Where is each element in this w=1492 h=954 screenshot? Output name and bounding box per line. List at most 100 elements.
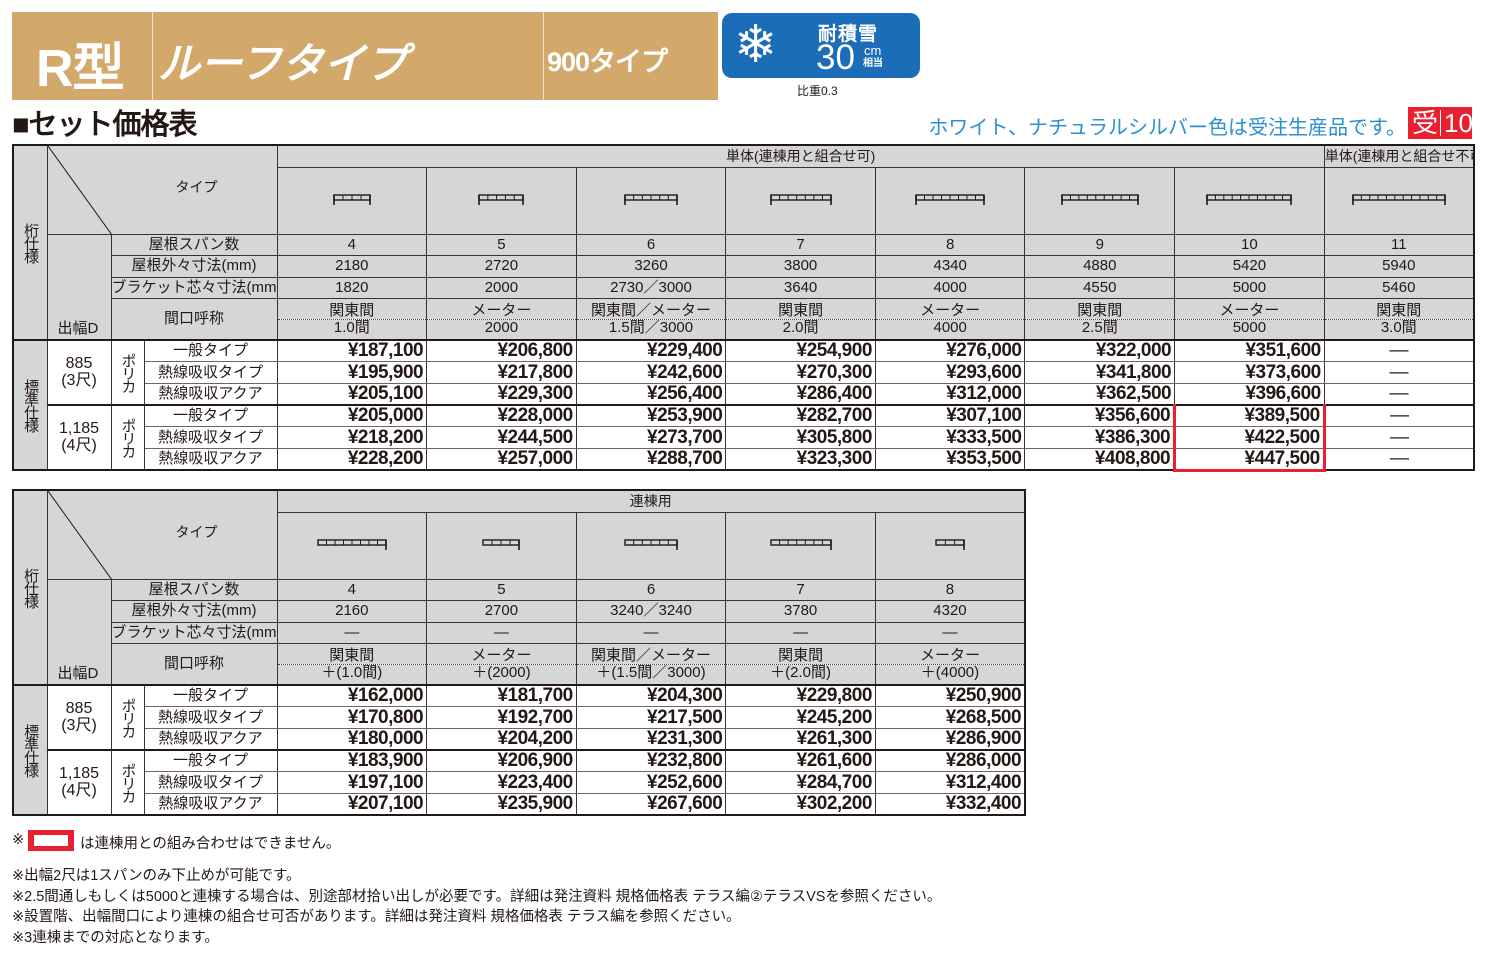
price-cell: — — [1323, 339, 1475, 363]
roof-diagram — [874, 511, 1026, 580]
bracket-label: ブラケット芯々寸法(mm) — [110, 276, 278, 299]
price-cell: — — [1323, 404, 1475, 428]
roof-diagram — [426, 511, 577, 580]
header-row: 桁仕様 タイプ 単体(連棟用と組合せ可) 単体(連棟用と組合せ不可) — [12, 144, 1475, 341]
price-cell: ¥256,400 — [575, 382, 727, 406]
price-cell: ¥218,200 — [276, 426, 428, 449]
price-cell-restricted: ¥422,500 — [1173, 426, 1326, 449]
snow-unit-sub: 相当 — [863, 58, 883, 69]
price-cell: ¥261,300 — [725, 727, 876, 751]
roof-diagram — [725, 511, 876, 580]
price-cell: ¥373,600 — [1174, 361, 1325, 384]
depth-value: 1,185 (4尺) — [46, 404, 112, 471]
price-row: 熱線吸収アクア ¥228,200 ¥257,000 ¥288,700 ¥323,300 ¥… — [13, 447, 1475, 472]
depth-value: 885 (3尺) — [46, 338, 112, 406]
price-cell: ¥183,900 — [276, 749, 428, 773]
price-cell: ¥268,500 — [874, 706, 1026, 729]
span-value: 9 — [1024, 233, 1176, 256]
roof-diagram — [725, 166, 876, 235]
header-row — [13, 511, 1026, 580]
price-cell: ¥356,600 — [1024, 404, 1176, 428]
roof-diagram — [575, 166, 727, 235]
spec-label: 桁仕様 — [12, 144, 48, 341]
bracket-value: — — [874, 621, 1026, 644]
panel-type-label: 一般タイプ — [143, 684, 278, 708]
bracket-value: 4550 — [1024, 276, 1176, 299]
price-cell: — — [1323, 382, 1475, 406]
frontage-size: ＋(2.0間) — [725, 664, 876, 686]
bracket-label: ブラケット芯々寸法(mm) — [110, 621, 278, 644]
span-value: 7 — [725, 578, 876, 601]
outer-value: 3240／3240 — [575, 599, 727, 623]
span-value: 4 — [276, 578, 428, 601]
bracket-value: — — [725, 621, 876, 644]
frontage-size: 1.0間 — [276, 319, 428, 341]
price-cell: — — [1323, 447, 1475, 471]
header-row: 間口呼称 関東間 メーター 関東間／メーター 関東間 メーター 関東間 メーター 関東間 — [13, 297, 1475, 341]
panel-type-label: 一般タイプ — [143, 339, 278, 363]
depth-shaku: (4尺) — [61, 436, 97, 454]
bracket-value: 1820 — [276, 276, 428, 299]
roof-connected-icon — [935, 538, 965, 550]
price-cell: ¥228,200 — [276, 447, 428, 471]
span-label: 屋根スパン数 — [110, 233, 278, 256]
price-cell: ¥322,000 — [1024, 339, 1176, 363]
outer-value: 5420 — [1174, 254, 1325, 278]
price-cell: ¥286,400 — [725, 382, 876, 406]
roof-diagram — [276, 166, 428, 235]
price-cell: ¥408,800 — [1024, 447, 1176, 471]
bracket-value: — — [276, 621, 428, 644]
header-row: 屋根外々寸法(mm) 2160 2700 3240／3240 3780 4320 — [13, 599, 1026, 623]
price-cell: ¥204,200 — [426, 727, 577, 751]
frontage-name: 関東間 — [1323, 297, 1475, 320]
price-cell: ¥205,100 — [276, 382, 428, 406]
price-cell: ¥229,400 — [575, 339, 727, 363]
snow-unit: cm — [864, 43, 882, 58]
roof-single-icon — [769, 193, 832, 205]
price-cell-restricted: ¥389,500 — [1173, 404, 1326, 428]
legend-prefix: ※ — [12, 832, 25, 848]
depth-label: 出幅D — [46, 578, 112, 686]
roof-single-icon — [478, 193, 525, 205]
price-cell: ¥253,900 — [575, 404, 727, 428]
roof-single-icon — [1206, 193, 1293, 205]
price-cell: ¥257,000 — [426, 447, 577, 471]
bracket-value: 5000 — [1174, 276, 1325, 299]
depth-mm: 885 — [65, 354, 93, 372]
badge-number: 10 — [1444, 108, 1473, 138]
price-table-single: 桁仕様 タイプ 単体(連棟用と組合せ可) 単体(連棟用と組合せ不可) 出幅D 屋根スパン数… — [12, 144, 1475, 472]
title-banner: R型 ルーフタイプ 900タイプ — [12, 12, 718, 100]
span-value: 5 — [426, 578, 577, 601]
frontage-name: メーター — [874, 297, 1026, 320]
bracket-value: 2000 — [426, 276, 577, 299]
price-cell: ¥229,300 — [426, 382, 577, 406]
price-cell: ¥228,000 — [426, 404, 577, 428]
header-row: ブラケット芯々寸法(mm) 1820 2000 2730／3000 3640 4000 45… — [13, 276, 1475, 299]
header-row: 桁仕様 タイプ 連棟用 — [12, 489, 1026, 686]
material-label: ポリカ — [110, 404, 145, 471]
panel-type-label: 熱線吸収タイプ — [143, 361, 278, 384]
frontage-size: ＋(2000) — [426, 664, 577, 686]
divider — [543, 12, 544, 100]
bracket-value: 5460 — [1323, 276, 1475, 299]
roof-diagram — [575, 511, 727, 580]
depth-shaku: (4尺) — [61, 781, 97, 799]
type-header: タイプ — [46, 144, 278, 235]
price-cell: ¥217,800 — [426, 361, 577, 384]
price-cell: ¥231,300 — [575, 727, 727, 751]
red-box-legend-icon — [28, 830, 74, 851]
price-cell: ¥254,900 — [725, 339, 876, 363]
price-cell: ¥351,600 — [1174, 339, 1325, 363]
price-cell: ¥267,600 — [575, 792, 727, 816]
price-cell: ¥353,500 — [874, 447, 1026, 471]
price-cell: ¥187,100 — [276, 339, 428, 363]
outer-value: 3260 — [575, 254, 727, 278]
outer-value: 3780 — [725, 599, 876, 623]
price-cell: ¥302,200 — [725, 792, 876, 816]
price-cell: ¥396,600 — [1174, 382, 1325, 406]
roof-connected-icon — [769, 538, 832, 550]
roof-diagram — [1323, 166, 1475, 235]
price-row: 標準仕様 885 (3尺) ポリカ 一般タイプ ¥187,100 ¥206,800 ¥229,… — [12, 338, 1475, 471]
frontage-size: ＋(1.0間) — [276, 664, 428, 686]
standard-spec-label: 標準仕様 — [12, 338, 48, 471]
